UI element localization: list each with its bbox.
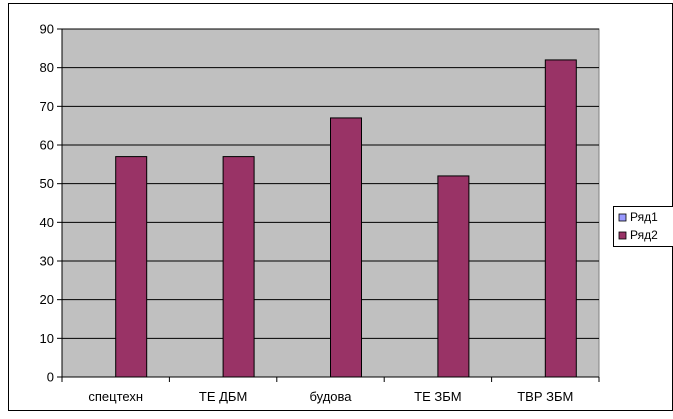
bar-series-2: [223, 157, 254, 377]
x-tick-label: ТЕ ЗБМ: [414, 389, 461, 404]
legend-swatch-series-1: [619, 214, 626, 221]
y-tick-label: 30: [40, 254, 54, 269]
x-tick-label: спецтехн: [88, 389, 143, 404]
x-tick-label: будова: [309, 389, 352, 404]
y-tick-label: 20: [40, 292, 54, 307]
y-tick-label: 70: [40, 99, 54, 114]
y-tick-label: 10: [40, 331, 54, 346]
y-tick-label: 80: [40, 60, 54, 75]
y-tick-label: 60: [40, 138, 54, 153]
x-tick-label: ТЕ ДБМ: [199, 389, 247, 404]
legend-swatch-series-2: [619, 232, 626, 239]
bar-series-2: [116, 157, 147, 377]
bar-series-2: [438, 176, 469, 377]
bar-series-2: [331, 118, 362, 377]
legend-label-series-1: Ряд1: [630, 210, 658, 224]
y-tick-label: 50: [40, 176, 54, 191]
x-tick-label: ТВР ЗБМ: [517, 389, 573, 404]
legend: Ряд1 Ряд2: [614, 207, 673, 247]
bar-series-2: [545, 60, 576, 377]
legend-label-series-2: Ряд2: [630, 228, 658, 242]
y-tick-label: 0: [47, 370, 54, 385]
y-tick-label: 40: [40, 215, 54, 230]
y-tick-label: 90: [40, 22, 54, 37]
